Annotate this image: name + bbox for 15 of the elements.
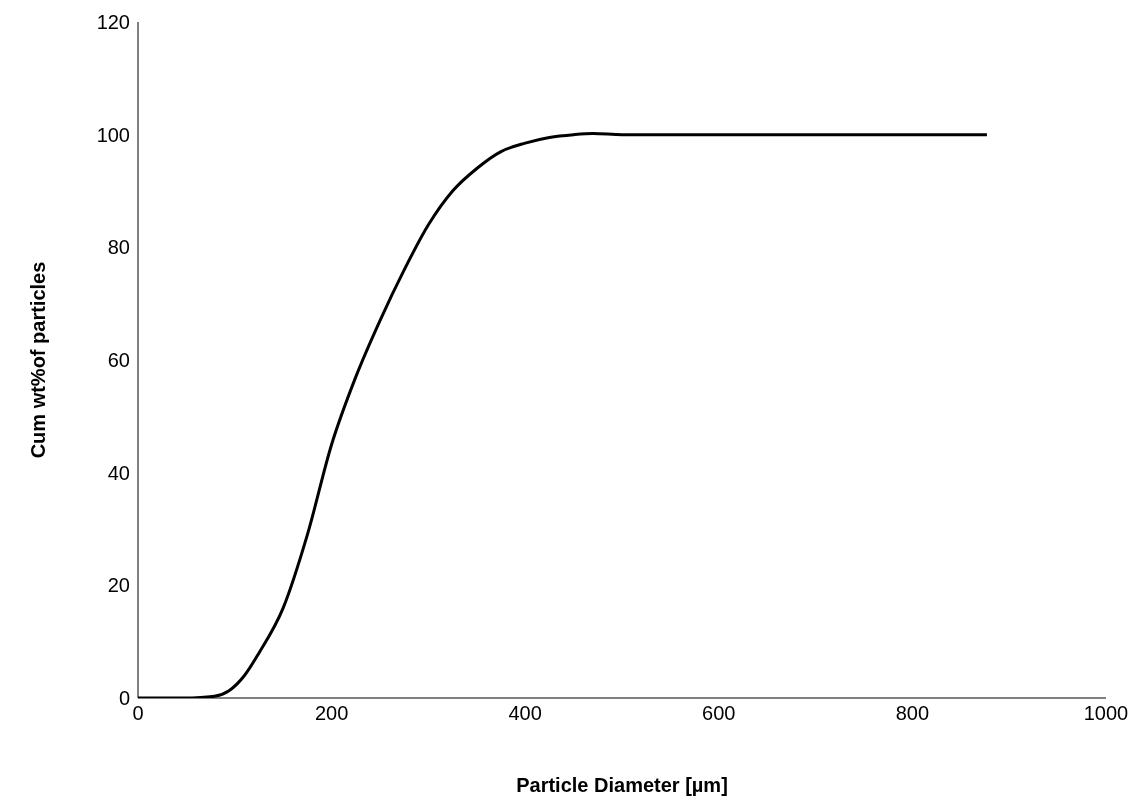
y-tick-label: 20 [107,574,130,597]
y-tick-label: 120 [96,11,130,34]
y-axis-title: Cum wt%of particles [27,261,50,459]
x-axis-title: Particle Diameter [µm] [516,774,728,797]
y-tick-label: 40 [107,461,130,484]
y-tick-label: 0 [118,687,130,710]
x-tick-label: 200 [314,702,349,725]
x-tick-label: 1000 [1083,702,1129,725]
x-tick-label: 600 [702,702,736,725]
x-tick-label: 800 [895,702,930,725]
x-tick-label: 400 [508,702,542,725]
y-tick-label: 100 [96,123,130,146]
y-tick-label: 60 [107,349,130,372]
x-tick-label: 0 [132,702,144,725]
y-tick-label: 80 [107,236,130,259]
